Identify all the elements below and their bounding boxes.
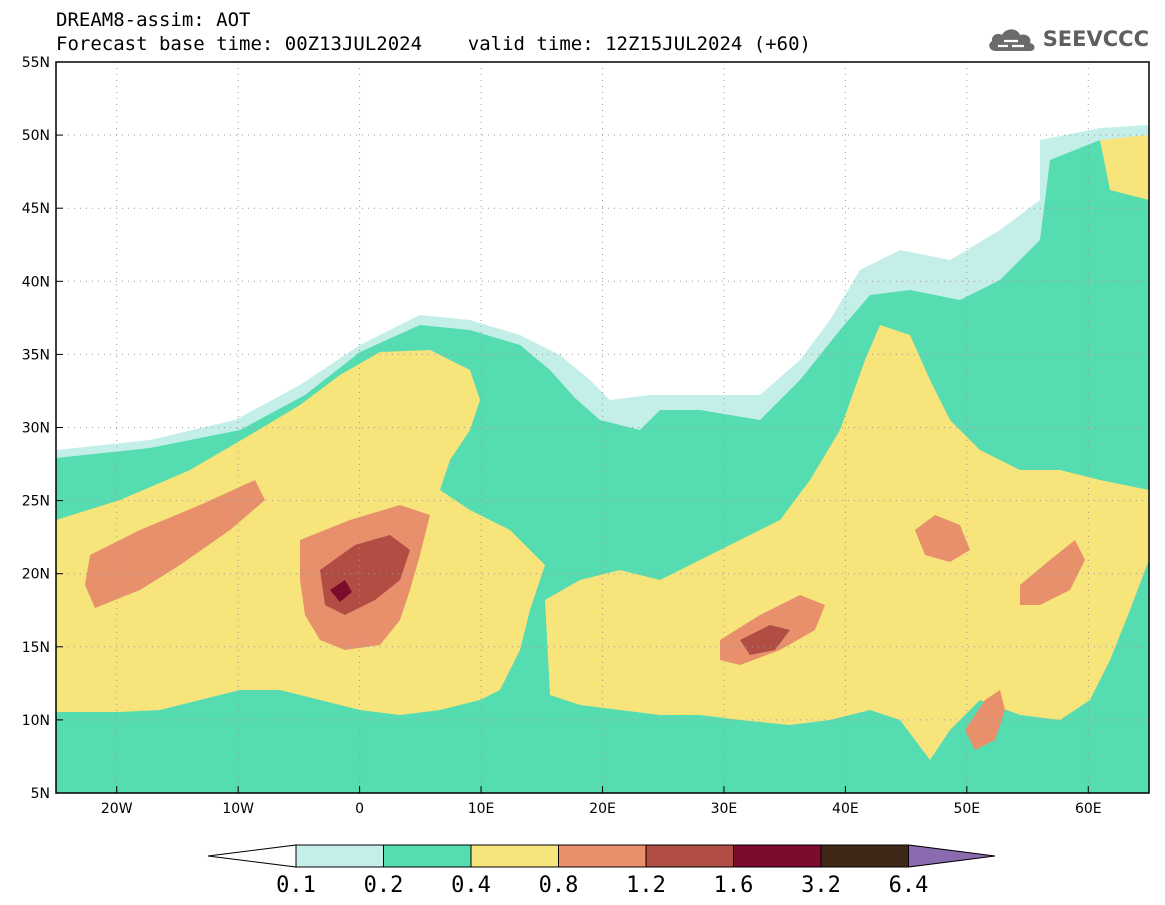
colorbar-label: 1.6 xyxy=(714,873,754,898)
lon-tick-label: 10E xyxy=(468,801,495,817)
lat-tick-label: 5N xyxy=(31,786,50,802)
colorbar-segments xyxy=(207,844,996,868)
colorbar: 0.1 0.2 0.4 0.8 1.2 1.6 3.2 6.4 xyxy=(207,844,996,898)
lon-tick-label: 40E xyxy=(832,801,859,817)
lat-tick-label: 55N xyxy=(22,55,50,71)
map-title: DREAM8-assim: AOT xyxy=(56,9,251,31)
lat-tick-label: 45N xyxy=(22,201,50,217)
lat-tick-label: 15N xyxy=(22,640,50,656)
logo-text: SEEVCCC xyxy=(1042,27,1149,51)
lon-tick-label: 60E xyxy=(1075,801,1102,817)
colorbar-label: 6.4 xyxy=(889,873,929,898)
colorbar-upper-arrow xyxy=(908,844,996,868)
lat-tick-label: 25N xyxy=(22,494,50,510)
aot-band-0.8 xyxy=(85,480,265,608)
seevccc-logo: SEEVCCC xyxy=(986,24,1149,54)
colorbar-segment xyxy=(733,844,822,868)
colorbar-segment xyxy=(383,844,472,868)
colorbar-label: 0.2 xyxy=(364,873,404,898)
aot-band-0.8-oman xyxy=(1020,540,1085,605)
aot-band-1.6 xyxy=(330,580,352,602)
cloud-icon xyxy=(988,29,1035,51)
lat-tick-label: 40N xyxy=(22,274,50,290)
forecast-time-line: Forecast base time: 00Z13JUL2024 valid t… xyxy=(56,33,811,55)
lat-tick-label: 20N xyxy=(22,567,50,583)
axis-ticks xyxy=(56,61,1089,794)
lon-tick-label: 20E xyxy=(589,801,616,817)
aot-band-0.8-arabia xyxy=(915,515,970,562)
colorbar-label: 0.8 xyxy=(539,873,579,898)
colorbar-lower-arrow xyxy=(207,844,297,868)
aot-band-0.4-east xyxy=(545,325,1149,760)
colorbar-label: 3.2 xyxy=(801,873,841,898)
colorbar-segment xyxy=(820,844,909,868)
lon-tick-label: 50E xyxy=(953,801,980,817)
colorbar-labels: 0.1 0.2 0.4 0.8 1.2 1.6 3.2 6.4 xyxy=(276,873,928,898)
aot-band-0.4-north xyxy=(1100,135,1149,200)
lon-tick-label: 30E xyxy=(711,801,738,817)
colorbar-segment xyxy=(645,844,734,868)
colorbar-segment xyxy=(470,844,559,868)
aot-band-1.2-sudan xyxy=(740,625,790,655)
lon-tick-label: 0 xyxy=(355,801,364,817)
colorbar-label: 1.2 xyxy=(626,873,666,898)
lat-tick-label: 50N xyxy=(22,128,50,144)
colorbar-segment xyxy=(295,844,384,868)
latitude-labels: 55N 50N 45N 40N 35N 30N 25N 20N 15N 10N 5N xyxy=(22,55,50,802)
colorbar-label: 0.4 xyxy=(451,873,491,898)
lat-tick-label: 30N xyxy=(22,421,50,437)
aot-field xyxy=(56,62,1149,793)
colorbar-label: 0.1 xyxy=(276,873,316,898)
aot-band-0.8-somalia xyxy=(965,690,1005,750)
aot-band-0.4 xyxy=(56,350,545,715)
longitude-labels: 20W 10W 0 10E 20E 30E 40E 50E 60E xyxy=(101,801,1102,817)
lon-tick-label: 20W xyxy=(101,801,133,817)
lat-tick-label: 35N xyxy=(22,347,50,363)
lon-tick-label: 10W xyxy=(222,801,254,817)
colorbar-segment xyxy=(558,844,647,868)
lat-tick-label: 10N xyxy=(22,713,50,729)
